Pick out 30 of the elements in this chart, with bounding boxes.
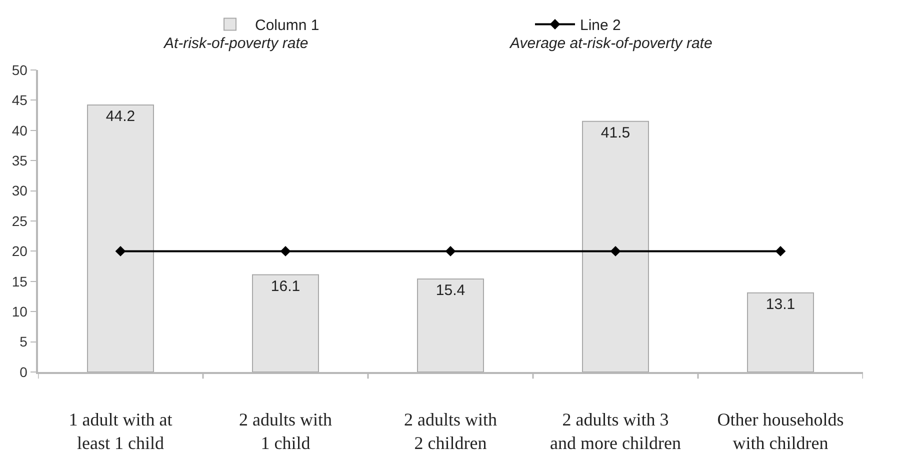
bar (417, 278, 484, 372)
x-tick-label: 2 adults with 3 and more children (550, 409, 681, 453)
data-label: 16.1 (270, 278, 300, 295)
x-tick-label: 2 adults with 1 child (239, 409, 332, 453)
bar (747, 292, 814, 372)
x-tick-label: Other households with children (717, 409, 844, 453)
y-tick-label: 50 (12, 62, 28, 78)
bar (87, 104, 154, 372)
y-tick-label: 20 (12, 243, 28, 260)
text: Average at-risk-of-poverty rate (509, 35, 712, 52)
y-tick-label: 30 (12, 182, 28, 199)
y-tick-label: 5 (20, 334, 28, 350)
x-tick-label: 2 adults with 2 children (404, 409, 497, 453)
text: At-risk-of-poverty rate (163, 35, 308, 52)
legend-label: Column 1 (255, 17, 320, 34)
y-tick-label: 35 (12, 152, 28, 168)
data-label: 41.5 (600, 124, 630, 142)
legend-label: Line 2 (580, 17, 621, 34)
data-label: 13.1 (766, 296, 796, 313)
y-tick-label: 25 (12, 212, 28, 229)
y-tick-label: 40 (12, 122, 28, 138)
y-tick-label: 10 (12, 304, 28, 320)
x-tick-label: 1 adult with at least 1 child (68, 409, 172, 453)
y-tick-label: 15 (12, 273, 28, 290)
data-label: 44.2 (106, 108, 136, 126)
y-tick-label: 0 (20, 364, 28, 380)
y-tick-label: 45 (12, 92, 28, 108)
data-label: 15.4 (436, 282, 466, 299)
bar (252, 274, 319, 372)
bar (582, 120, 649, 372)
